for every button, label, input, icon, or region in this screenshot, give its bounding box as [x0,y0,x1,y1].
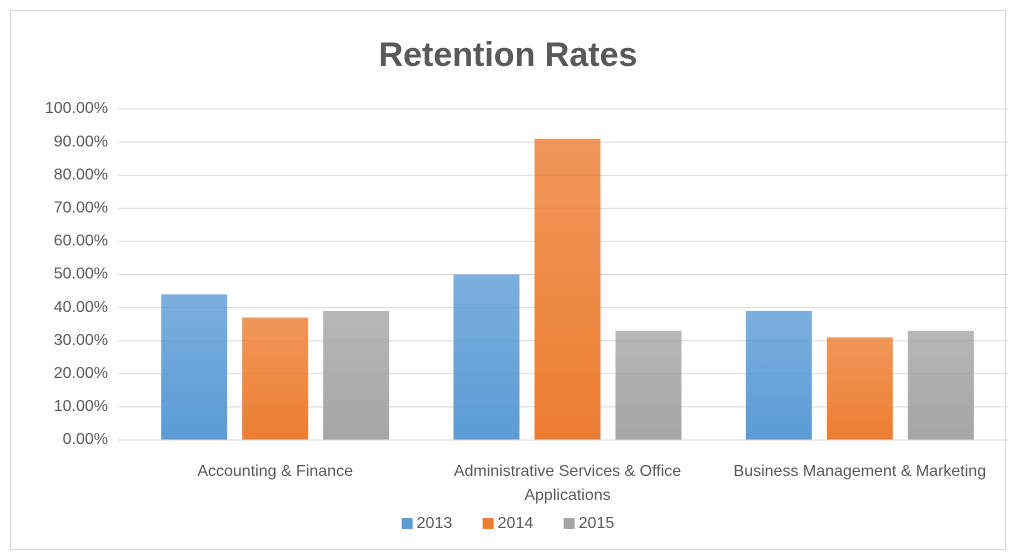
bar [615,330,682,440]
x-tick-label: Administrative Services & Office Applica… [453,463,682,504]
bar [323,310,390,440]
legend-label: 2015 [579,515,615,532]
y-tick-label: 100.00% [45,100,108,117]
legend-swatch [482,518,494,529]
legend-label: 2014 [498,515,534,532]
bar [534,138,601,441]
bar [161,294,228,440]
y-tick-label: 0.00% [63,431,108,448]
x-tick-label: Business Management & Marketing [733,463,987,480]
legend-swatch [563,518,575,529]
y-tick-label: 70.00% [54,200,108,217]
y-tick-label: 40.00% [54,299,108,316]
bar [826,337,893,440]
bar [453,274,520,440]
legend: 2013 2014 2015 [401,515,615,532]
y-tick-label: 10.00% [54,398,108,415]
y-tick-label: 20.00% [54,365,108,382]
y-tick-label: 50.00% [54,266,108,283]
legend-swatch [401,518,413,529]
legend-label: 2013 [417,515,453,532]
y-tick-label: 90.00% [54,133,108,150]
y-tick-label: 80.00% [54,166,108,183]
bar [745,310,812,440]
x-tick-label: Accounting & Finance [197,463,353,480]
bar [242,317,309,440]
y-tick-label: 30.00% [54,332,108,349]
chart-title: Retention Rates [379,36,638,74]
bar [907,330,974,440]
y-tick-label: 60.00% [54,233,108,250]
